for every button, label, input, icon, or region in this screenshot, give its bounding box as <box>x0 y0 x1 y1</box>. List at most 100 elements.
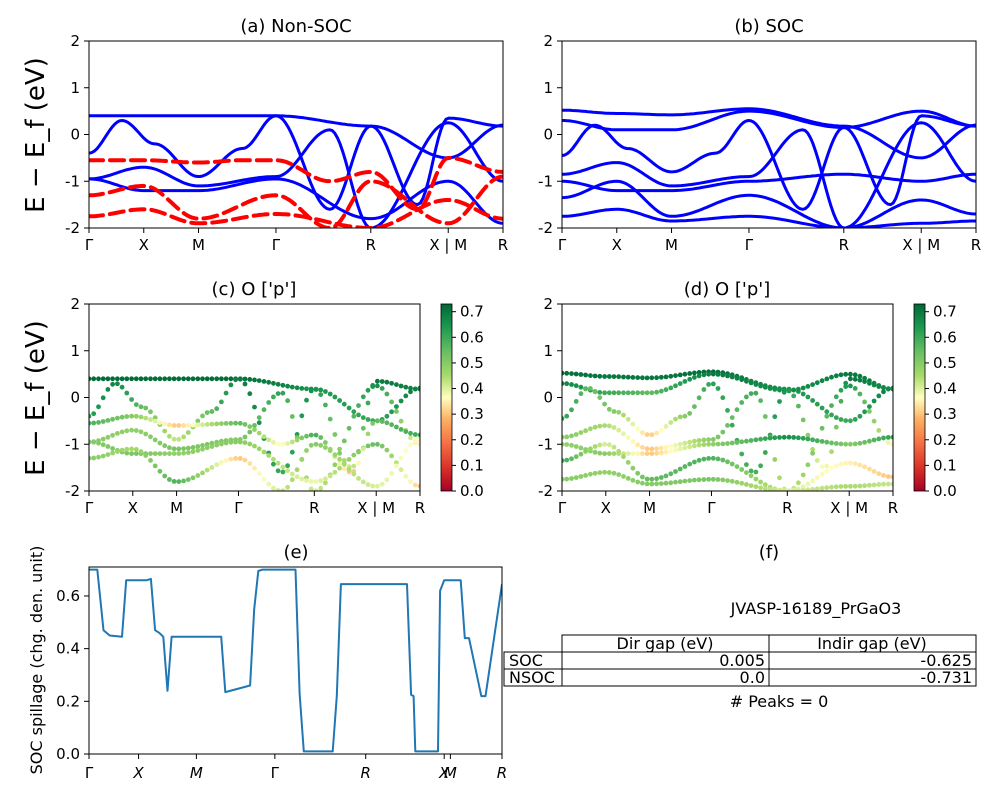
panel-c-band-4-point <box>403 429 409 434</box>
panel-d-band-6-point <box>658 481 664 486</box>
panel-c-band-1-point <box>96 404 101 410</box>
panel-d-band-0-point <box>654 375 659 381</box>
panel-c-band-0-point <box>100 376 106 382</box>
panel-c-band-1-point <box>337 446 342 452</box>
panel-c-band-2-point <box>351 413 357 419</box>
panel-d-band-4-point <box>602 451 607 456</box>
panel-d-band-0-point <box>564 370 570 376</box>
panel-d-band-4-point <box>748 438 754 443</box>
panel-c-band-2-point <box>209 440 215 446</box>
panel-d-band-0-point <box>852 417 858 422</box>
panel-c-band-5-point <box>308 442 314 448</box>
panel-d-band-0-point <box>805 394 811 400</box>
panel-d-band-1-point <box>635 390 641 396</box>
panel-c-xtick-label: Γ <box>85 499 94 517</box>
panel-b-ytick-label: 1 <box>543 79 553 97</box>
panel-d-band-5-point <box>715 456 721 462</box>
panel-c-band-4-point <box>247 424 253 429</box>
panel-d-band-4-point <box>578 445 584 451</box>
panel-d-band-0-point <box>876 393 882 399</box>
table-row-label-nsoc: NSOC <box>509 668 555 687</box>
panel-c-band-2-point <box>242 434 248 440</box>
panel-d-band-2-point <box>658 427 664 433</box>
panel-d-band-3-point <box>677 441 683 447</box>
panel-c-band-1-point <box>332 432 338 437</box>
panel-d-band-3-point <box>616 427 622 433</box>
panel-c-band-4-point <box>162 421 168 427</box>
panel-c-band-2-point <box>148 434 153 440</box>
panel-d-band-2-point <box>649 432 655 438</box>
panel-c-band-1-point <box>200 413 205 419</box>
panel-c-band-0-point <box>327 391 333 397</box>
panel-d-band-3-point <box>800 472 806 478</box>
panel-d-band-6-point <box>630 477 636 483</box>
panel-d-band-5-point <box>867 466 872 472</box>
panel-d-band-2-point <box>578 391 584 397</box>
panel-c-band-2-point <box>119 429 125 435</box>
panel-c-band-3-point <box>162 451 168 456</box>
panel-c-xtick-label: Γ <box>234 499 243 517</box>
panel-d-band-0-point <box>838 417 844 422</box>
panel-a-band-1 <box>89 114 503 211</box>
panel-c-band-5-point <box>214 462 220 468</box>
panel-d-band-5-point <box>569 456 574 462</box>
panel-c-band-4-point <box>133 413 139 419</box>
panel-c-band-3-point <box>185 450 191 455</box>
panel-a-band-0 <box>89 114 503 160</box>
panel-a-band-5 <box>89 174 503 228</box>
panel-d-band-5-point <box>658 475 664 480</box>
panel-d-band-4-point <box>786 434 792 440</box>
panel-d-band-5-point <box>687 461 693 467</box>
panel-a-band-6 <box>89 198 503 228</box>
panel-c-band-2-point <box>346 425 352 431</box>
panel-d-band-6-point <box>654 481 659 487</box>
panel-d-band-2-point <box>687 411 693 416</box>
panel-d-band-4-point <box>658 450 664 456</box>
panel-d-band-2-point <box>796 403 801 409</box>
panel-a-title: (a) Non-SOC <box>240 16 351 37</box>
panel-d-colorbar-label: 0.7 <box>933 303 957 321</box>
panel-d-band-2-point <box>739 451 745 457</box>
panel-d-band-3-point <box>720 429 726 435</box>
panel-d-band-6-point <box>649 481 655 487</box>
panel-c-band-5-point <box>133 447 139 452</box>
panel-c-band-1-point <box>167 433 172 439</box>
panel-d-band-1-point <box>663 387 669 393</box>
panel-d-band-4-point <box>720 441 726 447</box>
panel-d-band-3-point <box>729 415 735 420</box>
panel-d-band-2-point <box>673 416 678 422</box>
panel-d-band-3-point <box>852 386 858 391</box>
panel-c-band-0-point <box>129 376 135 382</box>
panel-d-xtick-label: X | M <box>830 499 868 517</box>
panel-b-xtick-label: R <box>839 236 849 254</box>
panel-c-band-5-point <box>318 442 324 448</box>
panel-d-band-2-point <box>791 393 797 399</box>
panel-d-band-3-point <box>606 423 612 429</box>
panel-d-band-4-point <box>569 442 574 448</box>
panel-c-band-1-point <box>223 390 229 396</box>
panel-d-band-5-point <box>640 474 645 480</box>
panel-c-band-5-point <box>110 450 115 456</box>
panel-c-band-3-point <box>91 439 97 445</box>
panel-c-band-0-point <box>266 379 272 385</box>
panel-d-band-3-point <box>630 439 636 444</box>
panel-c-band-5-point <box>200 470 205 476</box>
panel-c-band-0-point <box>209 376 215 382</box>
panel-c-xtick-label: X | M <box>357 499 395 517</box>
panel-d-band-4-point <box>843 441 849 447</box>
table-cell-soc-dir: 0.005 <box>719 651 765 670</box>
panel-c-band-4-point <box>252 427 257 432</box>
panel-c-band-5-point <box>195 473 201 478</box>
panel-c-band-5-point <box>323 445 328 450</box>
panel-d-band-5-point <box>682 464 688 469</box>
panel-c-band-1-point <box>124 390 130 396</box>
panel-d-band-2-point <box>772 414 778 420</box>
panel-c-band-2-point <box>280 390 286 396</box>
panel-d-band-3-point <box>573 432 579 437</box>
panel-d-band-3-point <box>588 426 593 432</box>
panel-a-ytick-label: 0 <box>70 126 80 144</box>
panel-c-band-5-point <box>417 437 420 442</box>
panel-d-band-4-point <box>833 441 839 446</box>
panel-d-band-2-point <box>838 398 844 404</box>
